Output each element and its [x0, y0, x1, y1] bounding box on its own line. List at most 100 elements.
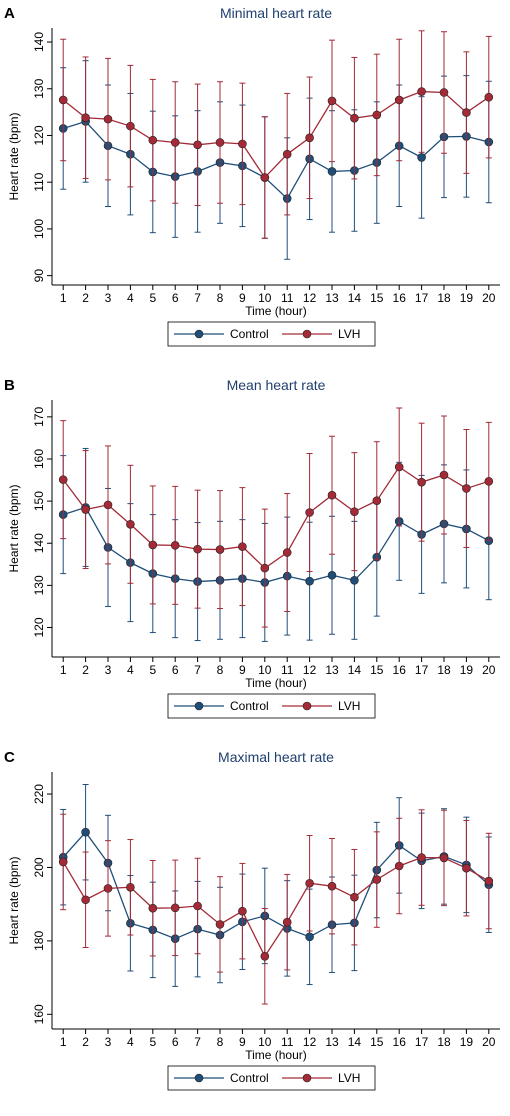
x-tick-label: 17 [415, 1035, 429, 1049]
legend: Control LVH [167, 1065, 376, 1091]
x-tick-label: 5 [149, 291, 156, 305]
x-tick-label: 19 [460, 663, 474, 677]
x-tick-label: 16 [393, 291, 407, 305]
x-tick-label: 18 [437, 291, 451, 305]
legend-marker [194, 701, 204, 711]
data-point [327, 96, 337, 106]
data-point [417, 153, 426, 162]
x-tick-label: 20 [482, 663, 496, 677]
legend-label: Control [230, 327, 269, 341]
data-point [148, 540, 158, 550]
series-lvh [58, 407, 494, 628]
y-tick-label: 150 [32, 491, 46, 511]
x-tick-label: 4 [127, 1035, 134, 1049]
x-tick-label: 9 [239, 291, 246, 305]
x-tick-label: 4 [127, 291, 134, 305]
data-point [327, 570, 337, 580]
y-tick-label: 140 [32, 533, 46, 553]
chart-title: Maximal heart rate [218, 749, 334, 765]
data-point [260, 952, 270, 961]
x-tick-label: 14 [348, 1035, 362, 1049]
data-point [462, 108, 471, 117]
x-tick-label: 12 [303, 663, 317, 677]
x-tick-label: 7 [194, 291, 201, 305]
x-tick-label: 19 [460, 1035, 474, 1049]
panel-letter: B [4, 377, 15, 394]
data-point [305, 878, 314, 888]
data-point [260, 563, 270, 573]
x-tick-label: 17 [415, 291, 429, 305]
data-point [282, 917, 292, 927]
data-point [484, 477, 494, 486]
data-point [282, 149, 292, 159]
panel-letter: A [4, 5, 15, 22]
legend-marker [302, 701, 312, 711]
x-axis-label: Time (hour) [245, 304, 307, 318]
data-point [58, 857, 68, 867]
legend-marker [302, 329, 312, 339]
x-tick-label: 12 [303, 291, 317, 305]
data-point [238, 542, 247, 551]
data-point [81, 505, 90, 514]
x-tick-label: 18 [437, 1035, 451, 1049]
y-tick-label: 160 [32, 449, 46, 469]
series-control [58, 783, 494, 987]
x-tick-label: 16 [393, 1035, 407, 1049]
legend-label: LVH [338, 327, 360, 341]
data-point [394, 861, 404, 871]
x-tick-label: 7 [194, 1035, 201, 1049]
legend: Control LVH [167, 693, 376, 719]
y-tick-label: 130 [32, 78, 46, 98]
data-point [148, 135, 158, 145]
legend-marker [302, 1073, 312, 1083]
data-point [193, 544, 202, 554]
data-point [372, 496, 382, 505]
data-point [81, 113, 90, 123]
data-point [305, 576, 314, 586]
chart-panel: A Minimal heart rate 90 100 110 120 130 140 Hear… [0, 0, 510, 372]
chart-title: Mean heart rate [227, 377, 326, 393]
y-axis-label: Heart rate (bpm) [7, 484, 21, 572]
x-tick-label: 6 [172, 291, 179, 305]
y-axis-label: Heart rate (bpm) [7, 112, 21, 200]
x-tick-label: 14 [348, 663, 362, 677]
data-point [193, 140, 202, 150]
data-point [439, 88, 449, 97]
legend-marker [194, 329, 204, 339]
x-tick-label: 11 [281, 1035, 294, 1049]
data-point [372, 875, 382, 884]
data-point [238, 139, 247, 149]
y-tick-label: 100 [32, 219, 46, 239]
x-tick-label: 2 [82, 291, 89, 305]
series-control [58, 447, 494, 642]
x-tick-label: 19 [460, 291, 474, 305]
x-tick-label: 9 [239, 1035, 246, 1049]
y-axis-label: Heart rate (bpm) [7, 856, 21, 944]
x-tick-label: 3 [105, 291, 112, 305]
x-tick-label: 7 [194, 663, 201, 677]
data-point [81, 827, 90, 837]
x-tick-label: 1 [60, 663, 67, 677]
x-tick-label: 20 [482, 1035, 496, 1049]
x-tick-label: 6 [172, 663, 179, 677]
data-point [462, 863, 471, 873]
x-tick-label: 14 [348, 291, 362, 305]
data-point [282, 548, 292, 557]
data-point [327, 881, 337, 891]
data-point [305, 133, 314, 143]
legend-label: LVH [338, 699, 360, 713]
x-tick-label: 10 [258, 291, 272, 305]
legend: Control LVH [167, 321, 376, 347]
x-tick-label: 5 [149, 663, 156, 677]
chart-panel: C Maximal heart rate 160 180 200 220 Heart rat… [0, 744, 510, 1116]
y-tick-label: 120 [32, 125, 46, 145]
data-point [350, 576, 359, 585]
panel-letter: C [4, 749, 15, 766]
chart-panel: B Mean heart rate 120 130 140 150 160 170 Heart … [0, 372, 510, 744]
data-point [81, 895, 90, 905]
data-point [484, 876, 494, 886]
y-tick-label: 200 [32, 857, 46, 877]
data-point [103, 884, 113, 893]
x-tick-label: 16 [393, 663, 407, 677]
